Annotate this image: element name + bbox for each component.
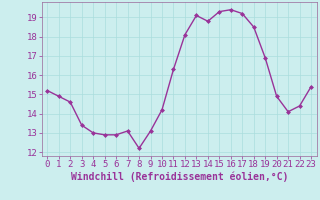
X-axis label: Windchill (Refroidissement éolien,°C): Windchill (Refroidissement éolien,°C)	[70, 172, 288, 182]
